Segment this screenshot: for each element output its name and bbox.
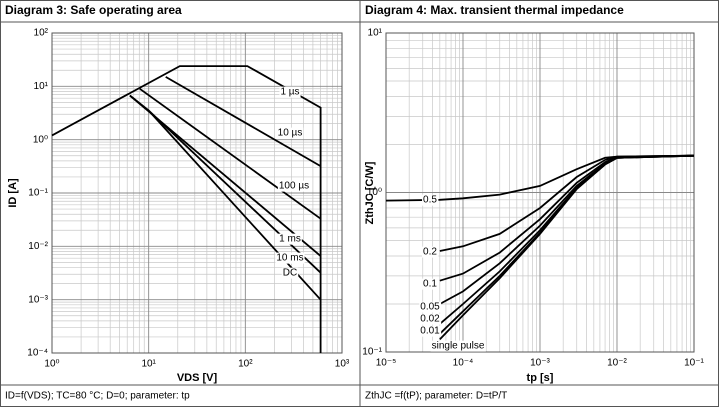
series-label: DC — [283, 268, 297, 279]
x-axis-title: tp [s] — [527, 372, 554, 384]
y-tick-label: 10⁰ — [367, 187, 382, 198]
series-label: 0.05 — [420, 302, 440, 313]
series-line — [51, 65, 322, 353]
y-tick-label: 10⁻³ — [28, 294, 48, 305]
series-line — [439, 154, 695, 341]
y-tick-label: 10⁻¹ — [28, 188, 48, 199]
plot-frame — [51, 32, 343, 354]
y-tick-label: 10⁰ — [33, 134, 48, 145]
series-label-bg — [422, 194, 439, 206]
x-axis-title: VDS [V] — [177, 372, 218, 384]
series-label-bg — [281, 267, 299, 279]
series-label: 10 ms — [276, 253, 303, 264]
series-label: 10 µs — [278, 128, 303, 139]
series-label: 0.2 — [423, 247, 437, 258]
series-label: 0.5 — [423, 195, 437, 206]
series-line — [439, 154, 695, 325]
y-tick-label: 10² — [34, 28, 49, 39]
series-label-bg — [275, 252, 305, 264]
x-tick-label: 10⁻² — [607, 358, 627, 369]
series-label-bg — [419, 313, 442, 325]
series-line — [439, 154, 695, 305]
x-tick-label: 10³ — [335, 359, 350, 370]
y-axis-title: ZthJC [C/W] — [364, 161, 376, 224]
series-label-bg — [278, 233, 302, 245]
caption: ID=f(VDS); TC=80 °C; D=0; parameter: tp — [5, 391, 190, 402]
series-label-bg — [430, 340, 486, 352]
x-tick-label: 10⁻³ — [530, 358, 550, 369]
series-line — [439, 154, 695, 252]
y-tick-label: 10⁻¹ — [362, 347, 382, 358]
series-line — [439, 154, 695, 335]
series-label-bg — [422, 246, 439, 258]
series-line — [165, 76, 322, 167]
series-label-bg — [276, 127, 304, 139]
series-label: 100 µs — [279, 181, 309, 192]
x-tick-label: 10⁻¹ — [684, 358, 704, 369]
y-tick-label: 10¹ — [368, 28, 383, 39]
series-label-bg — [279, 86, 301, 98]
caption: ZthJC =f(tP); parameter: D=tP/T — [365, 391, 507, 402]
series-line — [129, 94, 322, 301]
y-tick-label: 10⁻⁴ — [27, 348, 48, 359]
series-label-bg — [277, 180, 311, 192]
x-tick-label: 10² — [238, 359, 253, 370]
series-label: 0.02 — [420, 314, 440, 325]
y-tick-label: 10¹ — [34, 81, 49, 92]
series-label-bg — [419, 325, 442, 337]
series-label-bg — [419, 301, 442, 313]
x-tick-label: 10⁻⁴ — [453, 358, 474, 369]
chart-title: Diagram 4: Max. transient thermal impeda… — [365, 3, 624, 17]
series-label: 0.1 — [423, 279, 437, 290]
series-label: 1 ms — [279, 234, 301, 245]
y-tick-label: 10⁻² — [28, 241, 48, 252]
plot-frame — [385, 32, 695, 353]
chart-title: Diagram 3: Safe operating area — [5, 3, 182, 17]
x-tick-label: 10⁻⁵ — [376, 358, 397, 369]
series-label: single pulse — [432, 341, 485, 352]
series-label: 1 µs — [280, 87, 299, 98]
series-label-bg — [422, 278, 439, 290]
x-tick-label: 10⁰ — [44, 359, 59, 370]
x-tick-label: 10¹ — [141, 359, 156, 370]
series-label: 0.01 — [420, 326, 440, 337]
y-axis-title: ID [A] — [7, 178, 19, 208]
series-line — [139, 88, 322, 220]
